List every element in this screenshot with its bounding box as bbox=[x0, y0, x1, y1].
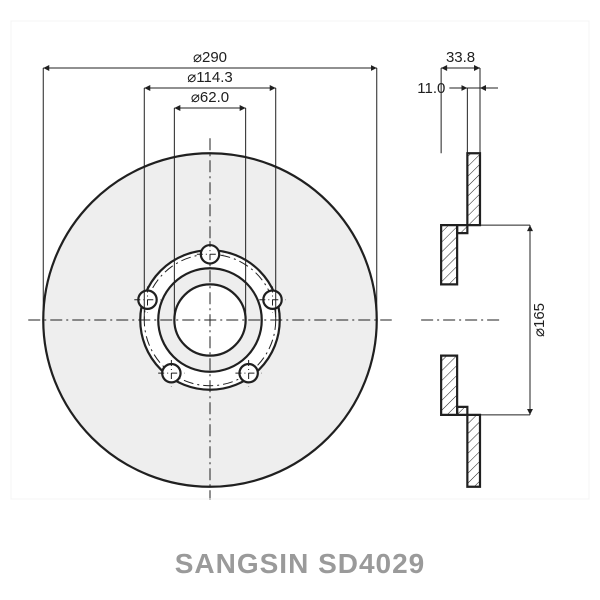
drawing-area: ⌀290 ⌀114.3 ⌀62.0 33.811.0 ⌀165 bbox=[10, 20, 590, 500]
diagram-container: ⌀290 ⌀114.3 ⌀62.0 33.811.0 ⌀165 SANGSIN SD40… bbox=[0, 0, 600, 600]
brand-label: SANGSIN SD4029 bbox=[0, 548, 600, 580]
svg-text:⌀62.0: ⌀62.0 bbox=[191, 89, 229, 106]
svg-text:⌀165: ⌀165 bbox=[531, 303, 548, 337]
svg-text:⌀290: ⌀290 bbox=[193, 49, 227, 66]
svg-text:⌀114.3: ⌀114.3 bbox=[187, 69, 232, 86]
svg-text:33.8: 33.8 bbox=[446, 49, 475, 66]
engineering-drawing: ⌀290 ⌀114.3 ⌀62.0 33.811.0 ⌀165 bbox=[10, 20, 590, 500]
svg-text:11.0: 11.0 bbox=[417, 80, 445, 97]
